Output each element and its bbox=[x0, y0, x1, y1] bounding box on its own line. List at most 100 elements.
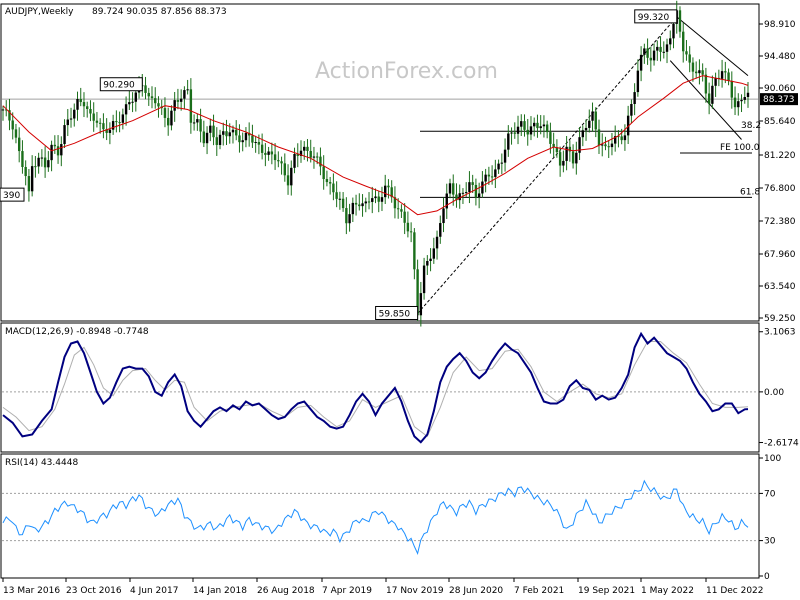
candle-body bbox=[264, 152, 267, 155]
candle-body bbox=[8, 110, 11, 121]
price-panel bbox=[0, 3, 760, 322]
candle-body bbox=[471, 182, 474, 185]
candle-body bbox=[212, 125, 215, 138]
candle-body bbox=[426, 261, 429, 266]
candle-body bbox=[73, 109, 76, 119]
candle-body bbox=[166, 117, 170, 126]
candle-body bbox=[361, 203, 364, 207]
candle-body bbox=[542, 124, 546, 127]
candle-body bbox=[688, 54, 691, 63]
candle-body bbox=[639, 54, 643, 71]
candle-body bbox=[111, 121, 115, 130]
candle-body bbox=[254, 141, 257, 143]
candle-body bbox=[102, 123, 105, 130]
candle-body bbox=[669, 38, 672, 45]
x-tick-label: 11 Dec 2022 bbox=[706, 586, 764, 596]
price-title: AUDJPY,Weekly bbox=[5, 7, 74, 17]
candle-body bbox=[513, 132, 516, 134]
candle-body bbox=[257, 141, 261, 145]
candle-body bbox=[562, 160, 565, 166]
candle-body bbox=[144, 85, 147, 93]
macd-line bbox=[2, 331, 749, 444]
candle-body bbox=[225, 131, 228, 137]
candle-body bbox=[558, 152, 562, 166]
channel-upper bbox=[676, 16, 749, 77]
price-annotation-box-2 bbox=[375, 305, 419, 320]
candle-body bbox=[273, 154, 277, 161]
candle-body bbox=[315, 156, 319, 158]
candle-body bbox=[533, 122, 536, 127]
candle-body bbox=[69, 118, 73, 120]
candle-body bbox=[733, 97, 737, 108]
candle-body bbox=[267, 151, 270, 155]
candle-body bbox=[575, 152, 578, 164]
candle-body bbox=[571, 151, 575, 164]
candle-body bbox=[539, 126, 542, 129]
candle-body bbox=[283, 163, 287, 176]
candle-body bbox=[409, 231, 413, 233]
price-y-tick-label: 59.250 bbox=[764, 314, 796, 324]
candle-body bbox=[286, 175, 290, 186]
candle-body bbox=[312, 156, 316, 158]
rsi-y-tick-label: 70 bbox=[764, 489, 776, 499]
candle-body bbox=[338, 198, 342, 200]
candle-body bbox=[584, 127, 588, 131]
candle-body bbox=[186, 89, 189, 91]
candle-body bbox=[53, 144, 57, 147]
price-y-tick-label: 90.060 bbox=[764, 84, 796, 94]
candle-body bbox=[694, 71, 698, 74]
candle-body bbox=[464, 192, 468, 194]
candle-body bbox=[335, 192, 338, 199]
watermark: ActionForex.com bbox=[315, 59, 498, 84]
candle-body bbox=[79, 99, 82, 103]
macd-panel bbox=[0, 322, 760, 453]
candle-body bbox=[163, 108, 167, 118]
candle-body bbox=[429, 258, 432, 262]
price-annotation-0: 90.290 bbox=[103, 81, 135, 91]
macd-title: MACD(12,26,9) -0.8948 -0.7748 bbox=[5, 327, 149, 337]
candle-body bbox=[656, 46, 659, 51]
candle-body bbox=[610, 143, 614, 148]
candle-body bbox=[40, 157, 44, 159]
candle-body bbox=[150, 96, 154, 99]
x-tick-label: 26 Aug 2018 bbox=[257, 586, 315, 596]
candle-body bbox=[345, 208, 348, 224]
candle-body bbox=[633, 92, 636, 105]
candle-body bbox=[626, 115, 630, 136]
price-annotation-2: 59.850 bbox=[379, 309, 411, 319]
candle-body bbox=[189, 89, 193, 123]
candle-body bbox=[82, 102, 86, 107]
x-tick-label: 7 Apr 2019 bbox=[322, 586, 372, 596]
candle-body bbox=[170, 110, 173, 126]
macd-y-tick-label: -2.6174 bbox=[764, 439, 799, 449]
x-tick-label: 13 Mar 2016 bbox=[3, 586, 60, 596]
candle-body bbox=[691, 62, 695, 72]
price-y-tick-label: 76.800 bbox=[764, 184, 796, 194]
candle-body bbox=[607, 146, 610, 148]
candle-body bbox=[698, 70, 701, 74]
candle-body bbox=[455, 194, 458, 201]
candle-body bbox=[419, 293, 423, 316]
candle-body bbox=[322, 166, 325, 180]
candle-body bbox=[613, 136, 617, 144]
candle-body bbox=[494, 169, 497, 177]
price-y-tick-label: 94.480 bbox=[764, 52, 796, 62]
candle-body bbox=[591, 111, 594, 121]
candle-body bbox=[270, 151, 274, 155]
rsi-title: RSI(14) 43.4448 bbox=[5, 458, 78, 468]
candle-body bbox=[27, 176, 31, 192]
candle-body bbox=[134, 92, 138, 102]
candle-body bbox=[413, 232, 416, 270]
rsi-y-tick-label: 30 bbox=[764, 537, 776, 547]
price-annotation-box-3 bbox=[0, 187, 25, 202]
candle-body bbox=[37, 157, 40, 167]
candle-body bbox=[183, 90, 186, 99]
candle-body bbox=[251, 135, 254, 143]
candle-body bbox=[484, 174, 487, 182]
candle-body bbox=[348, 214, 351, 224]
candle-body bbox=[442, 208, 445, 224]
candle-body bbox=[704, 74, 708, 94]
candle-body bbox=[63, 125, 66, 145]
candle-body bbox=[422, 265, 426, 294]
